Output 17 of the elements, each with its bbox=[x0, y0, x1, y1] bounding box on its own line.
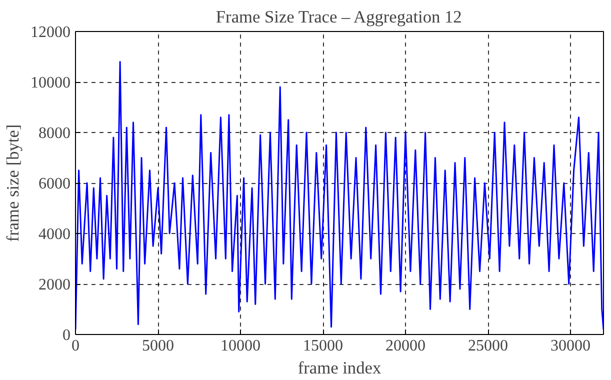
chart-title: Frame Size Trace – Aggregation 12 bbox=[216, 8, 462, 26]
y-tick-label: 8000 bbox=[38, 125, 70, 142]
x-tick-label: 25000 bbox=[468, 338, 508, 354]
y-tick-label: 10000 bbox=[30, 74, 70, 92]
y-tick-label: 4000 bbox=[38, 226, 70, 243]
y-tick-label: 6000 bbox=[38, 176, 70, 192]
x-tick-label: 15000 bbox=[303, 338, 343, 354]
line-series bbox=[76, 61, 604, 330]
x-axis-title: frame index bbox=[298, 358, 382, 378]
x-tick-label: 10000 bbox=[220, 338, 260, 354]
x-tick-label: 20000 bbox=[386, 338, 426, 354]
y-tick-label: 0 bbox=[62, 327, 70, 344]
x-tick-label: 5000 bbox=[142, 338, 174, 354]
y-tick-label: 2000 bbox=[38, 276, 70, 294]
x-tick-label: 30000 bbox=[550, 338, 590, 354]
y-tick-label: 12000 bbox=[30, 24, 70, 41]
y-axis-title: frame size [byte] bbox=[4, 124, 22, 242]
